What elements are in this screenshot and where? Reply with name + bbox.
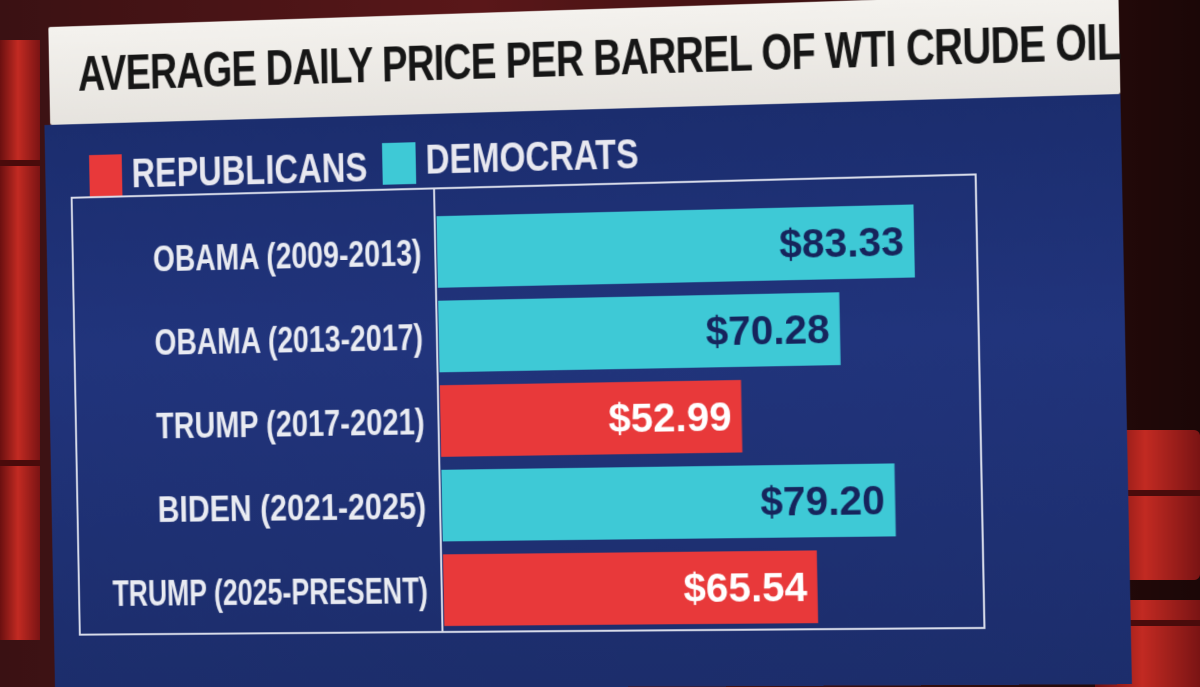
category-label: OBAMA (2009-2013) <box>153 233 422 279</box>
category-label: TRUMP (2025-PRESENT) <box>112 571 428 614</box>
chart-title: AVERAGE DAILY PRICE PER BARREL OF WTI CR… <box>77 12 1121 102</box>
chart-panel: REPUBLICANS DEMOCRATS OBAMA (2009-2013) $… <box>44 94 1131 687</box>
category-label: OBAMA (2013-2017) <box>154 318 423 363</box>
bar-chart: OBAMA (2009-2013) $83.33 OBAMA (2013-2017)… <box>44 94 1131 687</box>
value-label: $70.28 <box>705 307 830 354</box>
category-label: BIDEN (2021-2025) <box>157 487 426 530</box>
value-label: $65.54 <box>683 565 808 611</box>
value-label: $83.33 <box>779 219 905 267</box>
category-label: TRUMP (2017-2021) <box>156 402 425 446</box>
value-label: $52.99 <box>608 395 732 442</box>
value-label: $79.20 <box>760 478 885 525</box>
tv-screen: AVERAGE DAILY PRICE PER BARREL OF WTI CR… <box>29 0 1132 687</box>
